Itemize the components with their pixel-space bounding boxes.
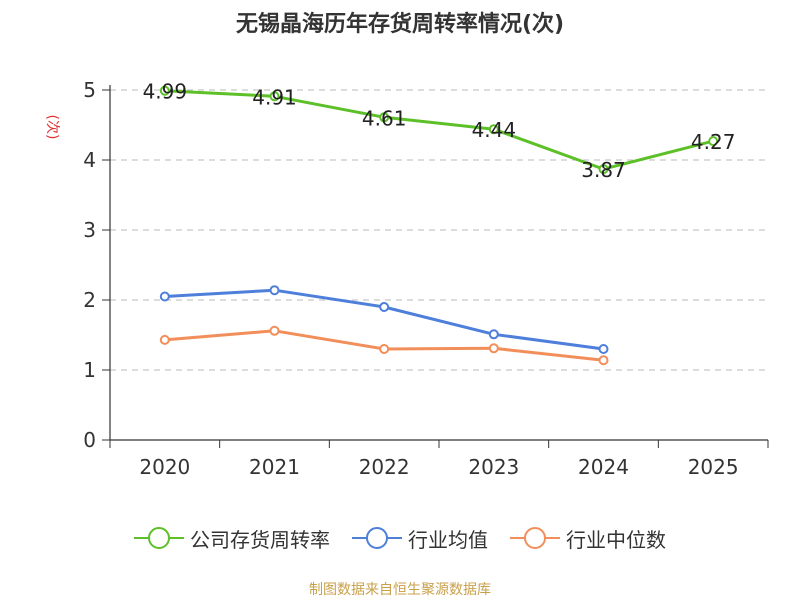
y-tick-label: 1 — [83, 358, 96, 382]
legend-item-industry-median[interactable]: 行业中位数 — [510, 524, 666, 553]
chart-title: 无锡晶海历年存货周转率情况(次) — [235, 12, 565, 37]
series-2-point — [269, 325, 280, 336]
x-tick-label: 2021 — [249, 455, 300, 479]
series-1-point — [488, 329, 499, 340]
series-0-point — [269, 91, 280, 102]
x-tick-label: 2023 — [468, 455, 519, 479]
data-label: 4.44 — [472, 118, 517, 142]
y-tick-label: 0 — [83, 428, 96, 452]
series-0-point — [379, 112, 390, 123]
series-0-point — [598, 164, 609, 175]
series-1-point — [379, 302, 390, 312]
series-1-point — [269, 285, 280, 296]
legend: 公司存货周转率 行业均值 行业中位数 — [0, 520, 800, 556]
legend-label-company: 公司存货周转率 — [190, 527, 330, 552]
legend-median-marker-icon — [510, 527, 560, 549]
x-tick-label: 2022 — [359, 455, 410, 479]
series-1-point — [159, 291, 170, 302]
series-2-point — [379, 344, 390, 354]
data-label: 4.61 — [362, 106, 407, 130]
series-0-point — [488, 124, 499, 135]
source-note: 制图数据来自恒生聚源数据库 — [309, 582, 491, 598]
series-line-0 — [164, 89, 714, 171]
series-0-point — [708, 136, 719, 147]
series-line-1 — [164, 288, 604, 351]
series-2-point — [488, 343, 499, 354]
legend-item-company[interactable]: 公司存货周转率 — [134, 524, 330, 553]
data-label: 4.99 — [143, 80, 188, 104]
x-tick-label: 2020 — [139, 455, 190, 479]
legend-label-industry-median: 行业中位数 — [566, 527, 666, 552]
x-tick-label: 2024 — [578, 455, 629, 479]
legend-label-industry-mean: 行业均值 — [408, 527, 488, 552]
data-label: 4.91 — [252, 85, 297, 109]
y-tick-label: 2 — [83, 288, 96, 312]
legend-mean-marker-icon — [352, 527, 402, 549]
series-0-point — [159, 85, 170, 96]
x-tick-label: 2025 — [688, 455, 739, 479]
data-label: 3.87 — [581, 158, 626, 182]
y-tick-label: 3 — [83, 218, 96, 242]
y-axis-label: (次) — [44, 115, 60, 140]
y-tick-label: 5 — [83, 78, 96, 102]
legend-item-industry-mean[interactable]: 行业均值 — [352, 524, 488, 553]
legend-company-marker-icon — [134, 527, 184, 549]
series-1-point — [598, 344, 609, 354]
series-2-point — [159, 334, 170, 345]
y-tick-label: 4 — [83, 148, 96, 172]
data-label: 4.27 — [691, 130, 736, 154]
series-2-point — [598, 355, 609, 366]
